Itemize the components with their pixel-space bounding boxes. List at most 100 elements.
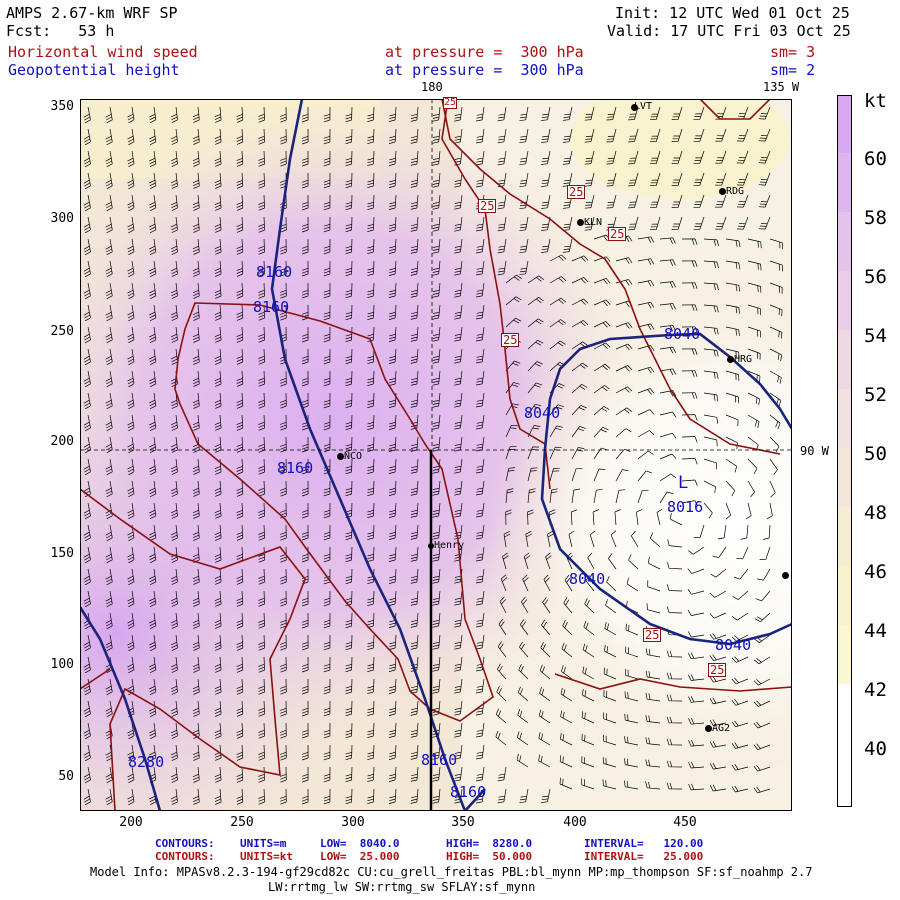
wind-barb [549, 404, 565, 416]
wind-barb [149, 612, 157, 630]
wind-barb [388, 788, 397, 804]
wind-barb [192, 150, 200, 167]
wind-barb [432, 326, 441, 342]
wind-barb [410, 260, 419, 276]
wind-barb [301, 480, 309, 497]
wind-barb [454, 436, 463, 452]
wind-barb [149, 744, 157, 762]
wind-barb [688, 761, 705, 769]
wind-barb [584, 598, 595, 614]
wind-barb [367, 546, 375, 563]
wind-barb [624, 736, 639, 746]
wind-barb [615, 428, 632, 438]
wind-barb [693, 524, 705, 538]
wind-barb [323, 722, 331, 739]
wind-barb [83, 458, 91, 476]
wind-barb [192, 260, 200, 277]
y-tick-label: 150 [50, 546, 74, 561]
wind-barb [496, 686, 507, 702]
wind-barb [83, 546, 91, 564]
wind-barb [582, 688, 595, 702]
wind-barb [475, 326, 485, 342]
wind-barb [709, 612, 727, 619]
wind-barb [367, 524, 375, 541]
wind-barb [127, 216, 135, 234]
wind-barb [258, 656, 265, 673]
wind-barb [280, 238, 287, 255]
wind-barb [517, 708, 529, 724]
wind-barbs [83, 106, 783, 806]
wind-barb [170, 568, 178, 585]
wind-barb [192, 216, 200, 233]
wind-barb [127, 348, 135, 366]
wind-barb [127, 546, 135, 564]
wind-barb [522, 574, 529, 592]
wind-barb [83, 436, 91, 454]
wind-barb [410, 612, 419, 628]
wind-barb [731, 720, 749, 728]
wind-barb [192, 172, 200, 189]
wind-barb [432, 392, 441, 408]
wind-barb [475, 524, 485, 540]
wind-barb [659, 368, 677, 376]
wind-barb [280, 106, 287, 123]
wind-barb [659, 453, 677, 460]
wind-barb [301, 744, 309, 761]
wind-barb [732, 590, 749, 600]
wind-barb [475, 678, 485, 694]
wind-barb [475, 546, 485, 562]
wind-barb [757, 568, 771, 581]
wind-barb [323, 238, 331, 255]
wind-barb [549, 425, 563, 438]
wind-barb [637, 470, 653, 482]
wind-barb [258, 502, 265, 519]
wind-barb [747, 304, 762, 316]
wind-barb [388, 568, 397, 584]
wind-barb [345, 436, 353, 453]
wind-barb [454, 590, 463, 606]
colorbar-label: 52 [864, 384, 887, 406]
wind-barb [454, 260, 463, 276]
wind-barb [388, 678, 397, 694]
wind-barb [105, 282, 113, 300]
wind-barb [280, 590, 287, 607]
wind-barb [192, 634, 200, 651]
colorbar-label: 46 [864, 561, 887, 583]
wind-barb [301, 238, 309, 255]
wind-barb [410, 150, 419, 166]
wind-barb [127, 436, 135, 454]
wind-barb [170, 612, 178, 629]
wind-barb [105, 348, 113, 366]
wind-barb [83, 326, 91, 344]
wind-barb [659, 346, 677, 354]
station-nco: NCO [337, 447, 362, 463]
wind-barb [667, 562, 683, 570]
wind-barb [769, 370, 782, 384]
wind-barb [367, 788, 375, 805]
wind-barb [666, 738, 683, 746]
wind-barb [388, 326, 397, 342]
wind-barb [149, 722, 157, 740]
wind-barb [454, 194, 463, 210]
wind-barb [593, 406, 610, 416]
wind-barb [527, 275, 545, 284]
wind-barb [747, 282, 762, 293]
wind-barb [454, 172, 463, 188]
wind-barb [214, 194, 222, 211]
wind-barb [323, 766, 331, 783]
wind-barb [105, 392, 113, 410]
wind-barb [630, 530, 639, 548]
wind-barb [367, 282, 375, 299]
wind-barb [258, 612, 265, 629]
wind-barb [432, 128, 441, 144]
wind-barb [149, 414, 157, 432]
wind-barb [323, 392, 331, 409]
wind-barb [517, 686, 529, 702]
wind-barb [258, 260, 265, 277]
wind-barb [562, 150, 573, 165]
wind-barb [475, 766, 485, 782]
wind-barb [753, 765, 771, 772]
wind-barb [170, 106, 178, 123]
wind-barb [568, 530, 575, 548]
wind-barb [149, 634, 157, 652]
